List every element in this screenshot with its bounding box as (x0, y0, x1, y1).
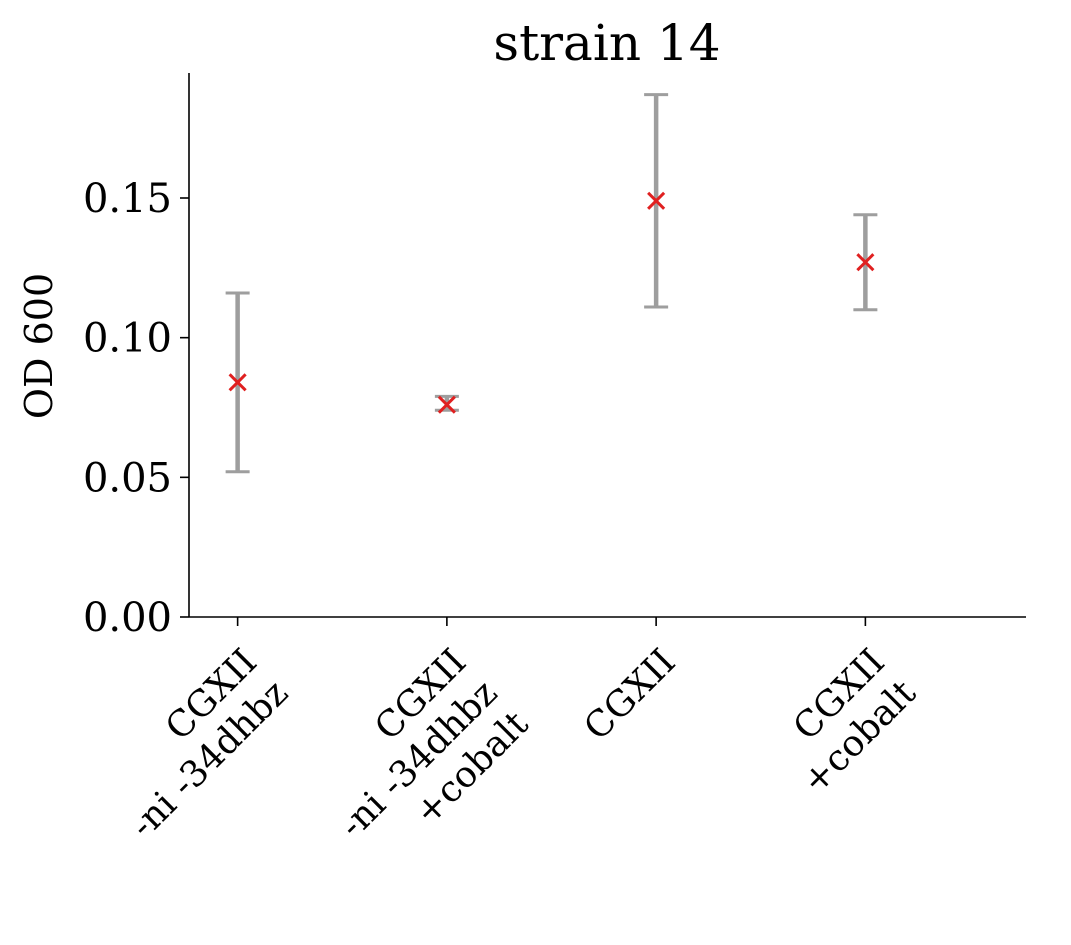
x-category-labels: CGXII-ni -34dhbz CGXII-ni -34dhbz+cobalt C… (123, 617, 925, 846)
x-category-label: CGXII (577, 641, 684, 748)
x-marker (437, 395, 456, 414)
data-point (853, 213, 878, 312)
y-tick-label: 0.05 (83, 455, 172, 501)
y-tick-label: 0.15 (83, 176, 172, 222)
x-category-label: CGXII-ni -34dhbz (123, 641, 297, 846)
data-points (225, 93, 878, 474)
data-point (644, 93, 669, 309)
y-tick-label: 0.10 (83, 316, 172, 362)
chart-title: strain 14 (493, 14, 720, 72)
data-point (225, 291, 250, 474)
x-category-label: CGXII+cobalt (786, 641, 925, 802)
x-marker (228, 373, 247, 392)
y-ticks: 0.00 0.05 0.10 0.15 (83, 176, 189, 641)
x-marker (856, 253, 875, 272)
data-point (434, 394, 459, 414)
x-category-label: CGXII-ni -34dhbz+cobalt (332, 641, 537, 846)
y-tick-label: 0.00 (83, 595, 172, 641)
x-marker (647, 191, 666, 210)
x-category-label-line: CGXII (577, 641, 684, 748)
y-axis-label: OD 600 (17, 273, 61, 419)
